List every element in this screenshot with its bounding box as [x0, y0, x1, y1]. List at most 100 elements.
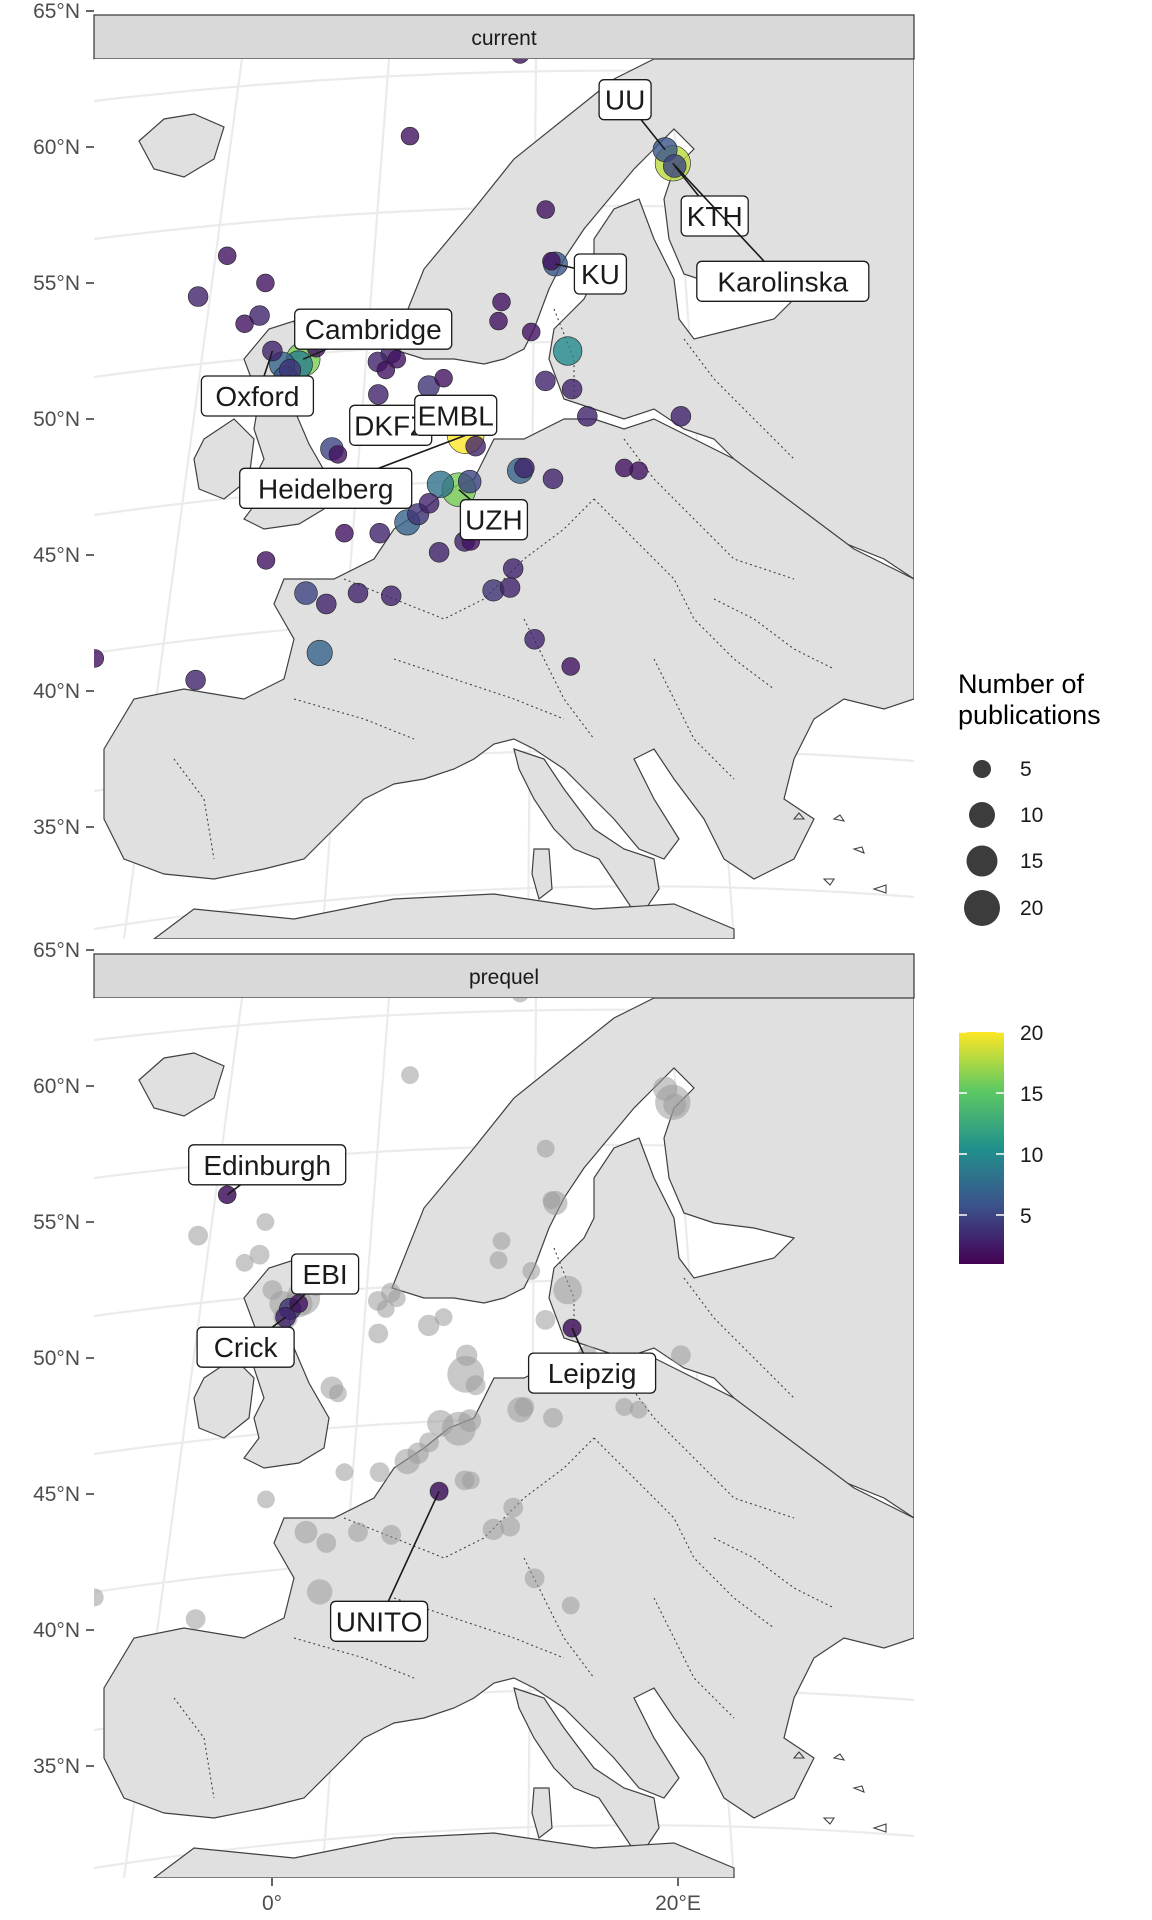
colorbar-label-5: 5 [1020, 1205, 1032, 1228]
institution-label-box [188, 1144, 347, 1186]
grey-point [348, 1522, 368, 1542]
grey-point [482, 1518, 505, 1541]
grey-point [543, 1407, 563, 1428]
data-point [235, 314, 254, 333]
grey-point [407, 1442, 429, 1464]
institution-label: UU [598, 79, 652, 121]
institution-label: KU [573, 253, 628, 295]
lat-tick-label: 65°N [33, 0, 80, 23]
institution-label-box [573, 253, 628, 295]
strip-prequel [93, 953, 915, 999]
lat-tick-label: 45°N [33, 1483, 80, 1506]
lon-tick-20e: 20°E [655, 1892, 701, 1915]
institution-label: UZH [459, 499, 529, 541]
grey-point [249, 1244, 270, 1265]
colorbar-label-15: 15 [1020, 1083, 1043, 1106]
institution-label: UNITO [329, 1600, 429, 1642]
grey-point [381, 1524, 402, 1545]
grey-point [465, 1375, 486, 1396]
grey-point [489, 1251, 508, 1269]
data-point [316, 593, 337, 615]
color-legend: 20 15 10 5 [959, 1022, 1043, 1264]
lat-tick-label: 50°N [33, 408, 80, 431]
grey-point [369, 1462, 390, 1483]
data-point [328, 445, 348, 464]
grey-point [629, 1400, 648, 1419]
institution-label-text: Leipzig [548, 1358, 637, 1389]
data-point [536, 200, 555, 219]
data-point [94, 649, 104, 668]
panel-prequel: prequel Edinburgh EBI Crick Leipzig UNITO [93, 953, 915, 1878]
institution-label-box [196, 1326, 295, 1368]
grey-point [434, 1308, 453, 1327]
institution-label-text: UZH [465, 505, 523, 536]
institution-label-box [696, 260, 870, 302]
data-point [629, 461, 648, 480]
lat-tick-label: 35°N [33, 816, 80, 839]
grey-point [492, 1232, 511, 1250]
strip-current-label: current [471, 27, 537, 50]
grey-point [561, 1596, 580, 1615]
strip-prequel-label: prequel [469, 966, 539, 989]
grey-point [535, 1310, 556, 1330]
institution-label: DKFZ [349, 404, 433, 446]
grey-point [294, 1520, 318, 1544]
grey-point [615, 1398, 634, 1416]
data-point [524, 629, 545, 650]
institution-label: Karolinska [696, 260, 870, 302]
institution-label: Crick [196, 1326, 295, 1368]
lat-tick-label: 35°N [33, 1755, 80, 1778]
institution-label-text: Crick [214, 1332, 279, 1363]
map-background [94, 998, 914, 1878]
institution-label: EBI [290, 1253, 360, 1295]
data-point [535, 370, 556, 392]
panel-current: current UU KTH Karolinska KU Cambridge Oxford… [93, 14, 915, 939]
data-point [577, 406, 598, 427]
size-key-label-10: 10 [1020, 804, 1043, 827]
institution-label-box [290, 1253, 360, 1295]
data-point [426, 470, 455, 498]
colorbar-label-20: 20 [1020, 1022, 1043, 1045]
data-point [670, 406, 692, 427]
data-point [542, 252, 561, 271]
grey-point [316, 1533, 337, 1553]
grey-point [663, 1093, 687, 1117]
lat-tick-label: 60°N [33, 136, 80, 159]
lat-tick-label: 50°N [33, 1347, 80, 1370]
lon-axis: 0° 20°E [262, 1878, 701, 1915]
institution-label-box [598, 79, 652, 121]
grey-point [335, 1463, 354, 1482]
grey-point [94, 1588, 104, 1607]
lon-tick-0: 0° [262, 1892, 282, 1915]
institution-label-box [239, 467, 413, 509]
grey-point [514, 1397, 535, 1417]
data-point [561, 657, 580, 676]
data-point [418, 493, 440, 514]
grey-point [188, 1225, 208, 1246]
grey-point [401, 1066, 419, 1084]
label-leader [378, 1490, 440, 1622]
institution-label-box [329, 1600, 429, 1642]
grey-point [503, 1497, 524, 1518]
lat-tick-label: 55°N [33, 1211, 80, 1234]
institution-label: EMBL [414, 394, 498, 436]
data-point [256, 551, 276, 570]
institution-label-text: KTH [687, 201, 743, 232]
lat-tick-label: 40°N [33, 680, 80, 703]
data-point [503, 558, 524, 579]
institution-label: KTH [680, 195, 749, 237]
map-background [94, 59, 914, 939]
size-legend: Number of publications 5 10 15 20 [958, 669, 1101, 926]
data-point [514, 457, 535, 479]
size-key-20 [964, 890, 1000, 926]
data-point [368, 384, 389, 405]
grey-point [307, 1579, 333, 1605]
grey-point [387, 1289, 406, 1308]
grey-point [257, 1490, 275, 1509]
grey-point [522, 1262, 541, 1280]
lat-tick-label: 60°N [33, 1075, 80, 1098]
grey-point [536, 1139, 555, 1158]
institution-label: Edinburgh [188, 1144, 347, 1186]
size-key-label-15: 15 [1020, 850, 1043, 873]
grey-point [235, 1253, 254, 1272]
